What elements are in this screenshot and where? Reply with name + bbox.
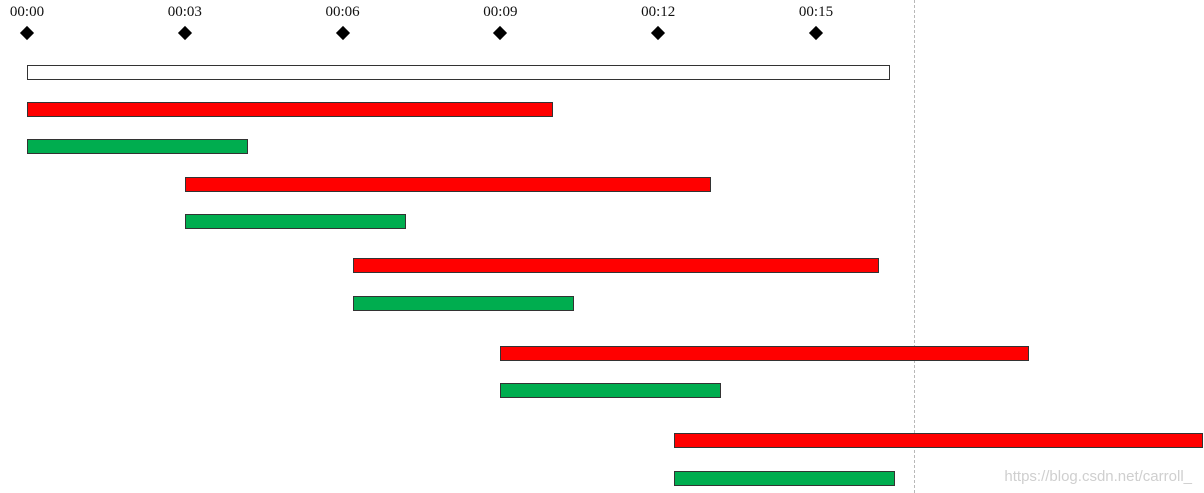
tick-label: 00:09 [483,4,518,20]
diamond-marker-icon [493,25,508,41]
tick-label: 00:06 [325,4,360,20]
diamond-marker-icon [177,25,192,41]
diamond-marker-icon [19,25,35,41]
task-bar-green [673,471,895,486]
task-bar-red [27,102,553,117]
task-bar-red [500,346,1030,361]
tick-label: 00:15 [798,4,834,20]
diamond-marker-icon [335,25,350,41]
diamond-marker-icon [651,25,666,41]
diamond-marker-icon [808,25,824,41]
task-bar-white [27,65,890,80]
tick-label: 00:12 [641,4,676,20]
task-bar-green [500,383,722,398]
current-time-divider [914,0,915,493]
task-bar-red [184,177,711,192]
task-bar-green [27,139,248,154]
tick-label: 00:00 [9,4,45,20]
watermark: https://blog.csdn.net/carroll_ [1004,468,1192,485]
task-bar-red [353,258,880,273]
task-bar-red [673,433,1203,448]
task-bar-green [184,214,406,229]
tick-label: 00:03 [167,4,202,20]
task-bar-green [353,296,575,311]
